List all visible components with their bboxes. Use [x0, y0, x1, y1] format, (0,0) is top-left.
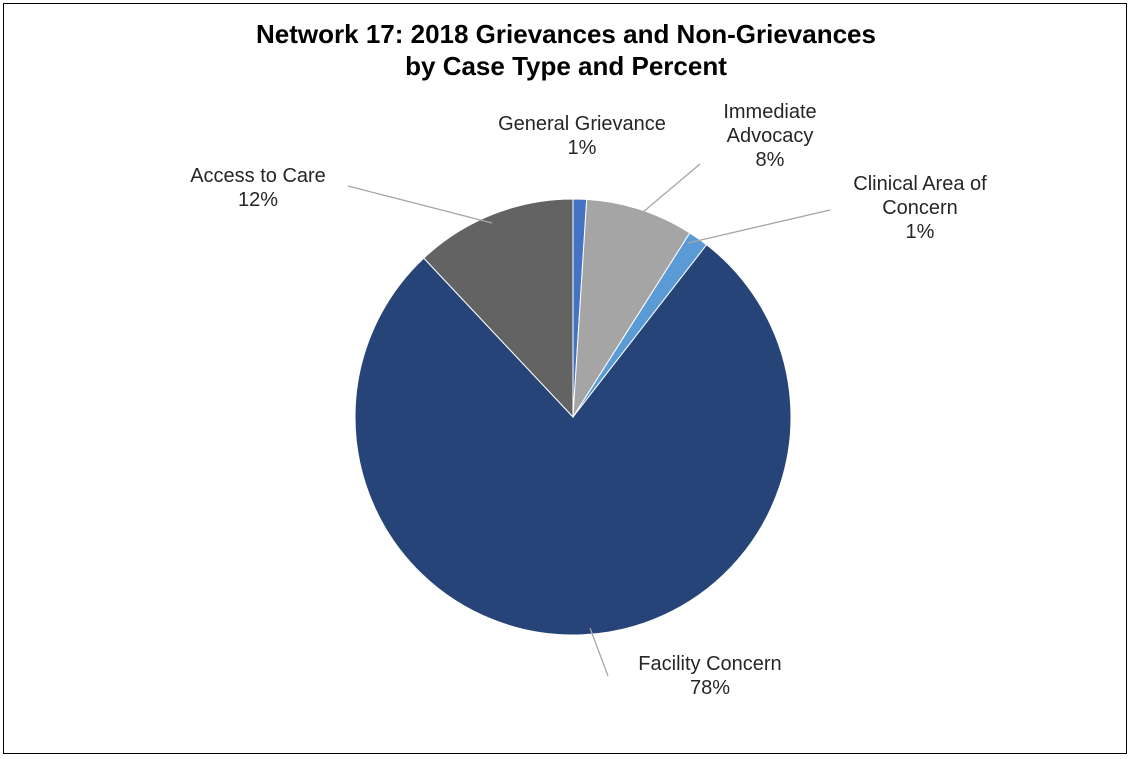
slice-label: Access to Care 12%: [190, 165, 326, 211]
leader-line: [687, 209, 831, 244]
slice-category-label: Concern: [882, 197, 958, 219]
slice-category-label: General Grievance: [498, 113, 666, 135]
slice-category-label: Facility Concern: [638, 653, 781, 675]
slice-category-label: Access to Care: [190, 165, 326, 187]
leader-line: [589, 627, 609, 677]
leader-line: [347, 185, 493, 224]
slice-label: Facility Concern 78%: [638, 653, 781, 699]
slice-category-label: Immediate: [723, 101, 816, 123]
chart-title-line-2: by Case Type and Percent: [405, 51, 727, 81]
pie-slice: [572, 198, 691, 418]
slice-percent-label: 1%: [568, 137, 597, 159]
pie-slice: [423, 198, 574, 419]
chart-title-line-1: Network 17: 2018 Grievances and Non-Grie…: [256, 19, 876, 49]
pie-slice: [354, 244, 792, 636]
slice-label: Immediate Advocacy 8%: [723, 101, 816, 171]
slice-percent-label: 12%: [238, 189, 278, 211]
slice-percent-label: 1%: [906, 221, 935, 243]
slice-category-label: Advocacy: [727, 125, 814, 147]
slice-category-label: Clinical Area of: [853, 173, 987, 195]
leader-line: [635, 163, 701, 219]
slice-percent-label: 78%: [690, 677, 730, 699]
slice-label: General Grievance 1%: [498, 113, 666, 159]
slice-percent-label: 8%: [756, 149, 785, 171]
chart-title: Network 17: 2018 Grievances and Non-Grie…: [0, 18, 1132, 82]
slice-label: Clinical Area of Concern 1%: [853, 173, 987, 243]
